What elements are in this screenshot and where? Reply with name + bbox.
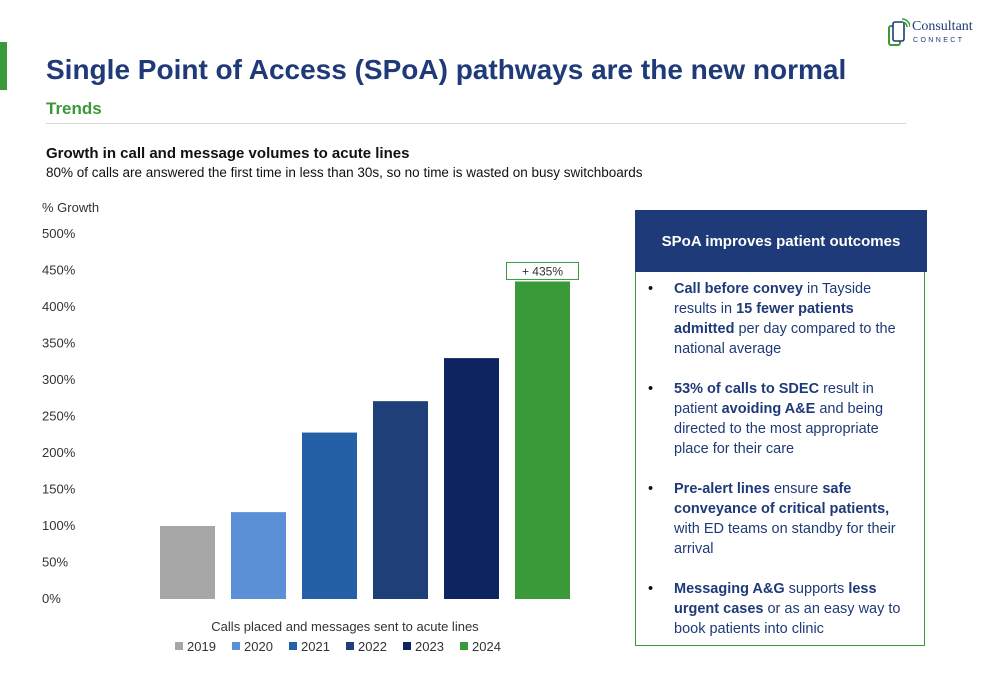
y-axis-label: % Growth xyxy=(42,200,99,215)
legend-swatch-2020 xyxy=(232,642,240,650)
legend-swatch-2023 xyxy=(403,642,411,650)
outcome-text: 53% of calls to SDEC xyxy=(674,381,820,397)
legend-swatch-2022 xyxy=(346,642,354,650)
y-tick-label: 100% xyxy=(42,518,76,533)
legend-label-2023: 2023 xyxy=(415,639,444,654)
chart-subtitle: 80% of calls are answered the first time… xyxy=(46,165,643,180)
page-title: Single Point of Access (SPoA) pathways a… xyxy=(46,54,847,85)
y-tick-label: 400% xyxy=(42,299,76,314)
y-tick-label: 0% xyxy=(42,591,61,606)
legend-swatch-2024 xyxy=(460,642,468,650)
legend-label-2020: 2020 xyxy=(244,639,273,654)
outcomes-panel: SPoA improves patient outcomes Call befo… xyxy=(635,210,927,646)
bar-2021 xyxy=(302,432,357,599)
outcome-text: with ED teams on standby for their arriv… xyxy=(674,521,896,557)
outcome-text: result in patient xyxy=(674,381,874,417)
y-tick-label: 150% xyxy=(42,482,76,497)
outcome-text: less urgent cases xyxy=(674,581,877,617)
outcome-item: Pre-alert lines ensure safe conveyance o… xyxy=(636,479,924,559)
bar-annotation-label: + 435% xyxy=(522,264,563,278)
bar-2023 xyxy=(444,358,499,599)
y-tick-label: 500% xyxy=(42,226,76,241)
logo-text-primary: Consultant xyxy=(912,19,973,34)
page-subtitle: Trends xyxy=(46,99,102,118)
header-divider xyxy=(46,123,906,124)
y-tick-label: 50% xyxy=(42,555,68,570)
legend-label-2022: 2022 xyxy=(358,639,387,654)
outcome-text: ensure xyxy=(769,481,823,497)
growth-bar-chart: % Growth 0% 50% 100% 150% 200% 250% 300% 350% 400… xyxy=(42,200,579,654)
y-tick-label: 200% xyxy=(42,445,76,460)
outcome-text: avoiding A&E xyxy=(721,401,816,417)
phone-signal-icon xyxy=(888,18,910,46)
brand-logo: Consultant CONNECT xyxy=(886,16,986,50)
y-tick-label: 350% xyxy=(42,336,76,351)
outcomes-list: Call before convey in Tayside results in… xyxy=(636,279,924,659)
outcome-text: or as an easy way to book patients into … xyxy=(674,601,901,637)
outcome-text: per day compared to the national average xyxy=(674,321,896,357)
legend-label-2019: 2019 xyxy=(187,639,216,654)
outcome-text: and being directed to the most appropria… xyxy=(674,401,884,457)
legend-label-2021: 2021 xyxy=(301,639,330,654)
outcome-text: Call before convey xyxy=(674,281,803,297)
legend-swatch-2019 xyxy=(175,642,183,650)
panel-title: SPoA improves patient outcomes xyxy=(635,210,927,272)
outcome-text: Messaging A&G xyxy=(674,581,785,597)
y-tick-label: 300% xyxy=(42,372,76,387)
outcome-text: safe conveyance of critical patients, xyxy=(674,481,890,517)
x-axis-label: Calls placed and messages sent to acute … xyxy=(211,619,479,634)
logo-text-secondary: CONNECT xyxy=(913,37,965,44)
annotation-box xyxy=(506,261,579,280)
outcome-item: Messaging A&G supports less urgent cases… xyxy=(636,579,924,639)
outcome-item: Call before convey in Tayside results in… xyxy=(636,279,924,359)
outcome-text: supports xyxy=(784,581,849,597)
legend-swatch-2021 xyxy=(289,642,297,650)
bar-2022 xyxy=(373,401,428,599)
outcome-text: 15 fewer patients admitted xyxy=(674,301,854,337)
outcome-item: 53% of calls to SDEC result in patient a… xyxy=(636,379,924,459)
bar-2024 xyxy=(515,281,570,599)
bar-2020 xyxy=(231,512,286,599)
chart-title: Growth in call and message volumes to ac… xyxy=(46,145,410,162)
legend-label-2024: 2024 xyxy=(472,639,501,654)
outcome-text: in Tayside results in xyxy=(674,281,872,317)
y-tick-label: 250% xyxy=(42,409,76,424)
accent-bar xyxy=(0,42,7,90)
y-tick-label: 450% xyxy=(42,263,76,278)
outcome-text: Pre-alert lines xyxy=(674,481,770,497)
bar-2019 xyxy=(160,526,215,599)
